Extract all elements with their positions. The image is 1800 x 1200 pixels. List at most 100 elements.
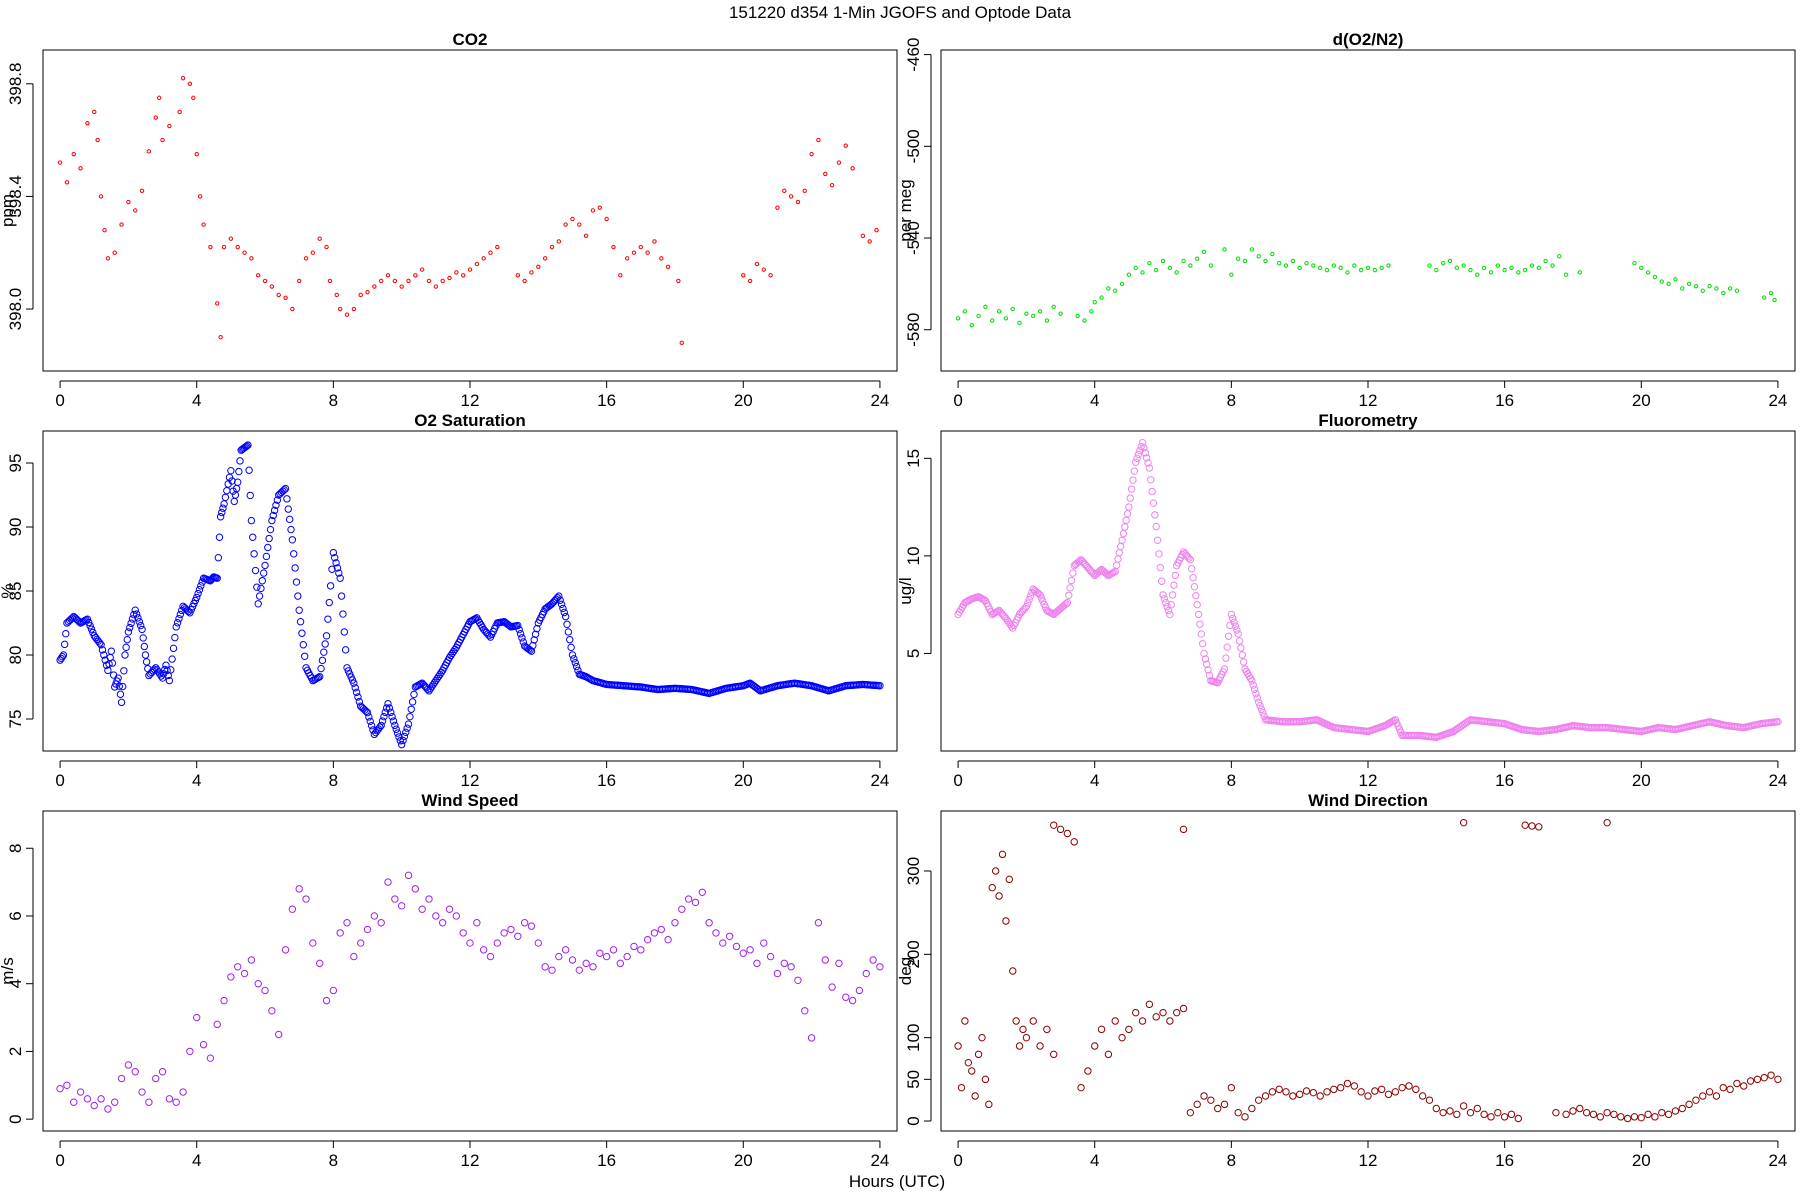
data-point	[1125, 1025, 1133, 1034]
data-point	[1097, 1025, 1106, 1034]
data-point	[1147, 261, 1152, 266]
x-tick-label: 4	[1090, 391, 1099, 410]
data-point	[678, 905, 686, 913]
data-point	[1156, 563, 1165, 572]
data-point	[1160, 258, 1166, 264]
data-point	[1159, 1008, 1167, 1017]
data-point	[1487, 1113, 1495, 1121]
x-tick-label: 0	[953, 771, 962, 790]
data-point	[564, 628, 573, 636]
data-point	[955, 316, 961, 321]
data-point	[1528, 822, 1536, 830]
data-point	[1617, 1113, 1625, 1121]
data-point	[978, 1033, 986, 1042]
data-point	[807, 1034, 816, 1042]
data-point	[1316, 1092, 1324, 1100]
panel-co2: CO2 0 4 8 12 16 20 24 398.0 398.4 398.8 ppm	[0, 30, 898, 410]
data-point	[1062, 600, 1070, 608]
data-point	[1343, 1079, 1352, 1088]
data-point	[391, 895, 399, 903]
data-point	[128, 615, 137, 623]
data-point	[340, 628, 348, 636]
data-point	[270, 506, 279, 515]
data-point	[747, 278, 753, 284]
data-point	[1379, 265, 1384, 271]
data-point	[1024, 599, 1032, 607]
x-tick-label: 0	[55, 391, 64, 410]
y-tick-label: -460	[904, 38, 923, 72]
data-point	[315, 673, 324, 681]
data-point	[139, 634, 147, 642]
data-point	[124, 1061, 133, 1069]
data-point	[1220, 1100, 1229, 1109]
data-point	[1123, 510, 1132, 518]
data-point	[334, 292, 339, 298]
data-point	[1066, 584, 1074, 592]
data-point	[1726, 1085, 1734, 1094]
data-point	[1297, 265, 1302, 271]
data-point	[255, 592, 264, 600]
data-point	[823, 171, 828, 177]
data-point	[367, 721, 376, 730]
data-point	[317, 664, 325, 673]
data-point	[479, 946, 488, 954]
data-point	[343, 919, 351, 927]
data-point	[1386, 263, 1391, 268]
data-point	[264, 543, 272, 552]
data-point	[1283, 263, 1289, 268]
data-point	[392, 725, 400, 733]
data-point	[1111, 1017, 1119, 1025]
data-point	[1155, 550, 1163, 558]
data-point	[136, 621, 145, 630]
data-point	[962, 309, 968, 314]
data-point	[208, 244, 213, 250]
data-point	[631, 250, 637, 255]
data-point	[291, 564, 299, 572]
data-point	[1686, 281, 1692, 287]
data-point	[1637, 1113, 1645, 1122]
data-point	[1126, 272, 1132, 277]
data-point	[1311, 263, 1316, 268]
y-tick-label: 50	[904, 1070, 923, 1089]
data-point	[964, 1058, 973, 1067]
data-point	[1645, 270, 1651, 275]
data-point	[1432, 1104, 1441, 1113]
data-point	[609, 946, 618, 954]
panel-title: O2 Saturation	[414, 411, 525, 430]
data-point	[1680, 286, 1685, 291]
data-point	[284, 505, 292, 513]
plot-frame	[42, 430, 898, 752]
data-point	[1181, 258, 1186, 264]
data-point	[377, 919, 385, 927]
data-point	[1372, 267, 1378, 273]
data-point	[1188, 565, 1196, 573]
data-point	[382, 704, 391, 712]
data-point	[378, 717, 387, 725]
x-tick-label: 16	[1495, 771, 1514, 790]
data-point	[254, 600, 262, 608]
x-tick-label: 0	[953, 391, 962, 410]
data-point	[300, 652, 309, 660]
data-point	[968, 1067, 976, 1075]
data-point	[1122, 516, 1130, 525]
data-point	[268, 1007, 276, 1015]
data-point	[90, 1101, 98, 1110]
shared-x-axis-label: Hours (UTC)	[849, 1172, 945, 1191]
data-point	[1753, 1075, 1762, 1084]
data-point	[193, 593, 201, 602]
data-point	[1453, 1110, 1461, 1119]
data-point	[59, 651, 68, 659]
data-point	[321, 640, 329, 648]
data-point	[249, 256, 254, 261]
data-point	[746, 946, 754, 954]
data-point	[122, 643, 130, 652]
data-point	[1707, 283, 1712, 289]
data-point	[1678, 1104, 1686, 1113]
x-tick-label: 16	[597, 391, 616, 410]
data-point	[1193, 600, 1201, 609]
data-point	[1248, 1104, 1256, 1113]
data-point	[78, 166, 83, 171]
data-point	[64, 180, 70, 185]
data-point	[158, 1068, 167, 1076]
y-tick-label: -580	[904, 313, 923, 347]
